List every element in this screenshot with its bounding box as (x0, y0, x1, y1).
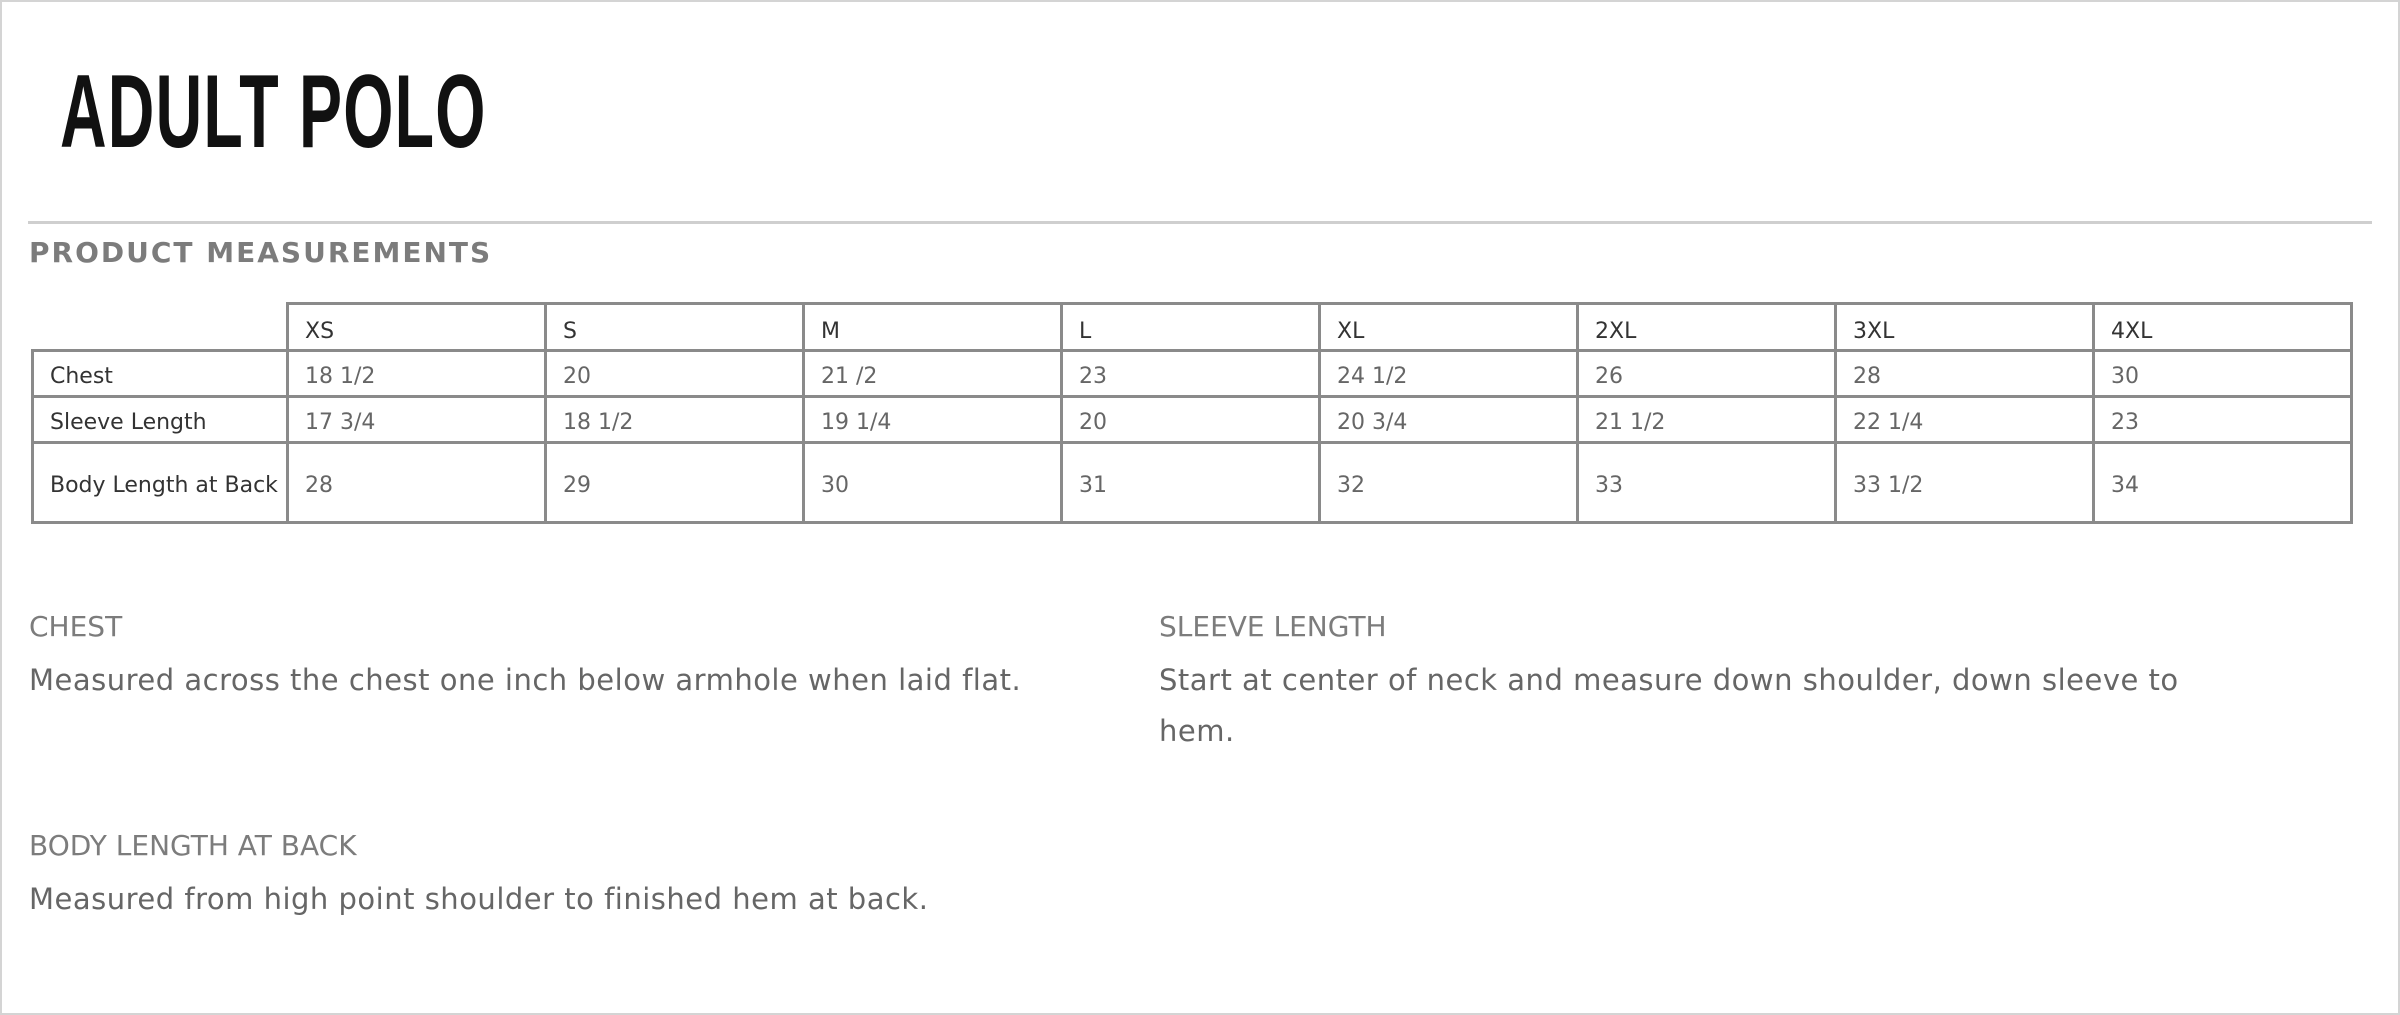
table-cell: 22 1/4 (1834, 395, 2095, 444)
chest-heading: CHEST (29, 610, 123, 643)
sleeve-length-description: Start at center of neck and measure down… (1159, 663, 2179, 748)
row-label: Chest (31, 349, 289, 398)
table-cell: 21 /2 (802, 349, 1063, 398)
size-header-2xl: 2XL (1576, 302, 1837, 352)
size-header-l: L (1060, 302, 1321, 352)
table-cell: 34 (2092, 441, 2353, 524)
table-cell: 20 (1060, 395, 1321, 444)
table-cell: 28 (286, 441, 547, 524)
measurements-table: XS S M L XL 2XL 3XL 4XL Chest 18 1/2 20 21 /2 23 24 1… (31, 302, 2353, 524)
divider (28, 221, 2372, 224)
table-cell: 32 (1318, 441, 1579, 524)
table-cell: 31 (1060, 441, 1321, 524)
table-cell: 24 1/2 (1318, 349, 1579, 398)
body-length-heading: BODY LENGTH AT BACK (29, 829, 357, 862)
size-header-xs: XS (286, 302, 547, 352)
size-header-s: S (544, 302, 805, 352)
section-title: PRODUCT MEASUREMENTS (29, 236, 493, 269)
sleeve-length-heading: SLEEVE LENGTH (1159, 610, 1387, 643)
table-cell: 20 (544, 349, 805, 398)
table-cell: 33 1/2 (1834, 441, 2095, 524)
table-row: Body Length at Back 28 29 30 31 32 33 33 1/2 34 (31, 441, 2353, 524)
page-title: ADULT POLO (60, 54, 487, 170)
body-length-description: Measured from high point shoulder to fin… (29, 882, 929, 916)
size-header-3xl: 3XL (1834, 302, 2095, 352)
table-cell: 19 1/4 (802, 395, 1063, 444)
table-header-row: XS S M L XL 2XL 3XL 4XL (32, 302, 2353, 352)
table-row: Sleeve Length 17 3/4 18 1/2 19 1/4 20 20 3/4 2… (31, 395, 2353, 444)
table-cell: 30 (2092, 349, 2353, 398)
table-cell: 18 1/2 (286, 349, 547, 398)
row-label: Body Length at Back (31, 441, 289, 524)
size-header-m: M (802, 302, 1063, 352)
table-cell: 26 (1576, 349, 1837, 398)
size-header-4xl: 4XL (2092, 302, 2353, 352)
size-header-xl: XL (1318, 302, 1579, 352)
table-cell: 20 3/4 (1318, 395, 1579, 444)
table-cell: 17 3/4 (286, 395, 547, 444)
table-cell: 30 (802, 441, 1063, 524)
chest-description: Measured across the chest one inch below… (29, 663, 1022, 697)
table-row: Chest 18 1/2 20 21 /2 23 24 1/2 26 28 30 (31, 349, 2353, 398)
table-cell: 23 (2092, 395, 2353, 444)
table-corner-cell (32, 303, 289, 352)
row-label: Sleeve Length (31, 395, 289, 444)
table-cell: 23 (1060, 349, 1321, 398)
table-cell: 18 1/2 (544, 395, 805, 444)
table-cell: 21 1/2 (1576, 395, 1837, 444)
table-cell: 28 (1834, 349, 2095, 398)
table-cell: 33 (1576, 441, 1837, 524)
table-cell: 29 (544, 441, 805, 524)
